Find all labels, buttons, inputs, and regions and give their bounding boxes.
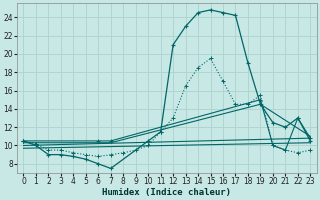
X-axis label: Humidex (Indice chaleur): Humidex (Indice chaleur) [102, 188, 231, 197]
